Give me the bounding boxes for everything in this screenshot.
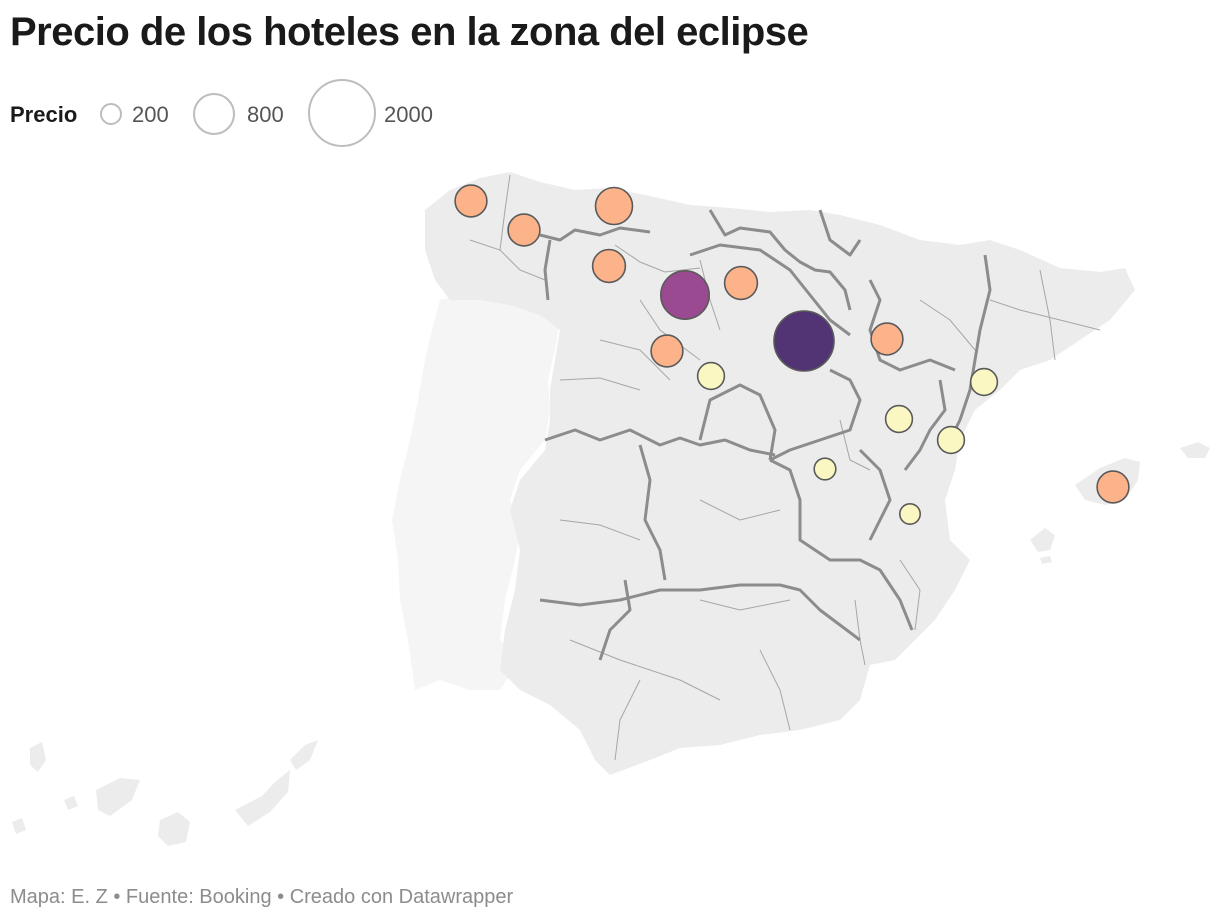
price-marker-tarragona[interactable] — [969, 367, 999, 397]
legend-circle-large — [308, 79, 376, 147]
legend-label-800: 800 — [247, 102, 284, 127]
portugal-shape — [392, 292, 560, 690]
region-borders — [539, 209, 992, 661]
price-marker-valencia[interactable] — [898, 502, 921, 525]
price-marker-lugo[interactable] — [507, 213, 541, 247]
price-marker-baleares[interactable] — [1096, 470, 1130, 504]
formentera-shape — [1040, 556, 1052, 564]
legend-label-200: 200 — [132, 102, 169, 127]
price-marker-palencia[interactable] — [659, 269, 710, 320]
menorca-shape — [1180, 442, 1210, 458]
price-marker-asturias[interactable] — [594, 186, 634, 226]
price-marker-le-n[interactable] — [591, 248, 627, 284]
ibiza-shape — [1030, 528, 1055, 552]
spain-mainland-shape — [425, 172, 1135, 775]
price-marker-valladolid[interactable] — [650, 334, 684, 368]
legend-label-2000: 2000 — [384, 102, 433, 127]
province-borders — [469, 174, 1101, 761]
size-legend: Precio 200 800 2000 — [10, 78, 470, 150]
price-marker-soria[interactable] — [696, 361, 726, 391]
map-title: Precio de los hoteles en la zona del ecl… — [10, 10, 809, 54]
canary-islands — [12, 740, 318, 846]
price-marker-la-rioja[interactable] — [773, 310, 835, 372]
price-marker-teruel[interactable] — [884, 404, 914, 434]
legend-circle-medium — [193, 93, 235, 135]
price-marker-cuenca[interactable] — [813, 457, 837, 481]
map-credits: Mapa: E. Z • Fuente: Booking • Creado co… — [10, 886, 514, 908]
price-marker-castell-n[interactable] — [936, 425, 966, 455]
price-marker-burgos[interactable] — [723, 265, 759, 301]
legend-title: Precio — [10, 102, 78, 127]
price-marker-zaragoza[interactable] — [870, 322, 904, 356]
hotel-price-markers — [454, 184, 1130, 525]
legend-circle-small — [100, 103, 122, 125]
price-marker-a-coru-a[interactable] — [454, 184, 488, 218]
